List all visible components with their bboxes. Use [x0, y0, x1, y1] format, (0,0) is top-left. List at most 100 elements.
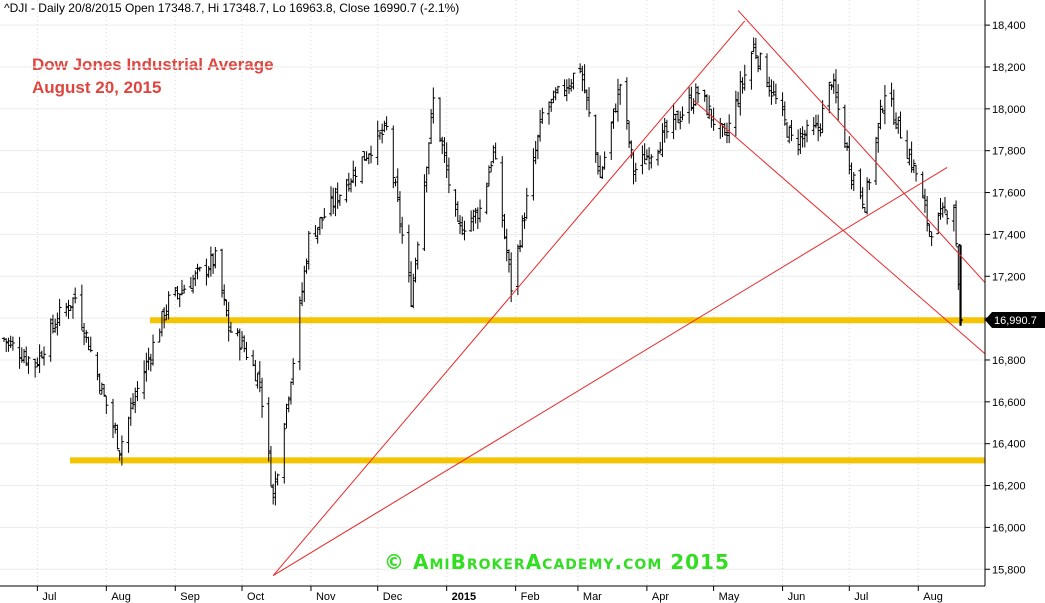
ohlc-bar [489, 161, 494, 173]
ohlc-bar [99, 382, 104, 395]
y-tick-label: 18,200 [992, 62, 1026, 74]
ohlc-bar [415, 241, 420, 270]
ohlc-bar [925, 195, 930, 232]
y-tick-label: 17,400 [992, 229, 1026, 241]
ohlc-bar [175, 285, 180, 300]
ohlc-bar [84, 330, 89, 343]
ohlc-bar [438, 97, 442, 143]
ohlc-bar [33, 358, 38, 378]
ohlc-bar [431, 87, 436, 124]
ohlc-bar [271, 483, 276, 505]
ohlc-bar [273, 471, 278, 506]
ohlc-bar [547, 101, 551, 125]
ohlc-bar [240, 331, 245, 349]
ohlc-bar [253, 360, 258, 382]
ohlc-bar [422, 174, 427, 251]
ohlc-bar [453, 189, 458, 217]
ohlc-bar [742, 64, 747, 91]
ohlc-bar [471, 209, 476, 232]
ohlc-bar [79, 284, 84, 331]
ohlc-bar [242, 335, 247, 353]
ohlc-bar [104, 395, 109, 414]
ohlc-bar [827, 81, 832, 114]
ohlc-bar [518, 239, 523, 253]
ohlc-bar [237, 328, 242, 361]
ohlc-bar [260, 377, 265, 418]
ohlc-bar [678, 111, 683, 130]
ohlc-bar [131, 393, 136, 410]
ohlc-bar [458, 215, 463, 235]
ohlc-bar [179, 279, 184, 296]
ohlc-bar [306, 230, 311, 270]
y-tick-label: 16,600 [992, 397, 1026, 409]
ohlc-bar [656, 149, 660, 166]
ohlc-bar [148, 353, 153, 372]
ohlc-bar [68, 305, 73, 311]
ohlc-bar [945, 210, 950, 225]
ohlc-bar [631, 151, 636, 185]
ohlc-bar [796, 129, 801, 156]
ohlc-bar [491, 145, 496, 164]
ohlc-bar [424, 166, 429, 193]
ohlc-bar [362, 151, 367, 161]
ohlc-bar [876, 122, 881, 153]
ohlc-bar [878, 99, 883, 130]
ohlc-bar [805, 119, 810, 143]
ohlc-bar [707, 95, 712, 120]
ohlc-bar [564, 79, 569, 102]
x-tick-label: Dec [383, 591, 403, 603]
trendline-4 [693, 100, 986, 355]
ohlc-bar [938, 198, 943, 220]
ohlc-bar [718, 117, 723, 139]
y-tick-label: 18,000 [992, 104, 1026, 116]
y-tick-label: 16,200 [992, 481, 1026, 493]
ohlc-bar [909, 141, 914, 173]
last-price-tag: 16,990.7 [985, 312, 1045, 329]
ohlc-bar [286, 396, 291, 413]
ohlc-bar [478, 199, 483, 223]
ohlc-bar [55, 312, 60, 336]
ohlc-bar [393, 178, 398, 187]
x-tick-label: Jul [854, 591, 868, 603]
ohlc-bar [727, 114, 732, 144]
ohlc-bar [894, 112, 899, 130]
ohlc-bar [22, 348, 27, 364]
ohlc-bar [582, 64, 587, 94]
ohlc-bar [533, 140, 538, 165]
trendline-2 [272, 167, 948, 576]
x-tick-label: Mar [583, 591, 602, 603]
trendline-1 [272, 20, 746, 576]
ohlc-bar [602, 151, 607, 170]
ohlc-bar [397, 191, 402, 234]
ohlc-bar [676, 110, 681, 124]
last-price-label: 16,990.7 [994, 315, 1037, 327]
ohlc-bar [460, 216, 465, 236]
ohlc-bar [611, 108, 616, 129]
ohlc-bar [733, 90, 738, 137]
ohlc-bar [220, 248, 224, 298]
x-tick-label: Apr [652, 591, 669, 603]
ohlc-bar [102, 384, 107, 397]
ohlc-bar [845, 142, 850, 151]
ohlc-bar [97, 373, 102, 394]
ohlc-bar [540, 107, 545, 124]
ohlc-bar [709, 108, 714, 128]
ohlc-bar [736, 91, 741, 107]
ohlc-bar [702, 89, 707, 102]
ohlc-bar [442, 137, 447, 163]
ohlc-bar [860, 187, 865, 209]
ohlc-bar [535, 134, 540, 160]
ohlc-bar [905, 130, 910, 160]
ohlc-bar [193, 270, 198, 287]
ohlc-bar [133, 387, 138, 414]
ohlc-bar [197, 266, 202, 272]
ohlc-bar [288, 381, 293, 405]
ohlc-bar [119, 435, 124, 466]
ohlc-bar [473, 207, 478, 224]
ohlc-bar [914, 164, 919, 182]
ohlc-bar [831, 73, 836, 94]
y-tick-label: 16,000 [992, 522, 1026, 534]
ohlc-bar [331, 187, 336, 215]
ohlc-bar [19, 347, 24, 363]
ohlc-bar [484, 182, 489, 215]
